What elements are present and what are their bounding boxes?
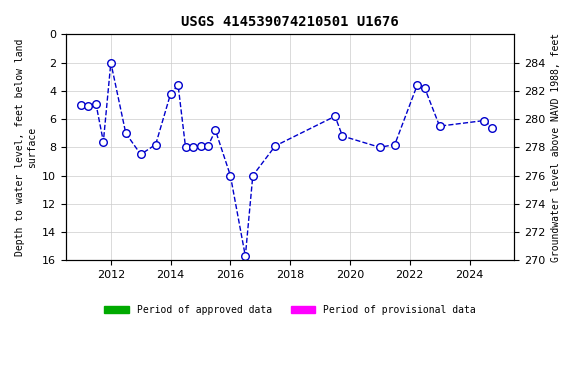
Point — [271, 143, 280, 149]
Point — [196, 143, 205, 149]
Point — [121, 130, 130, 136]
Point — [248, 172, 257, 179]
Legend: Period of approved data, Period of provisional data: Period of approved data, Period of provi… — [101, 301, 480, 319]
Point — [390, 141, 399, 147]
Bar — [69, 267, 299, 273]
Point — [480, 118, 489, 124]
Point — [203, 143, 213, 149]
Y-axis label: Groundwater level above NAVD 1988, feet: Groundwater level above NAVD 1988, feet — [551, 33, 561, 262]
Point — [487, 124, 497, 131]
Point — [188, 144, 198, 151]
Y-axis label: Depth to water level, feet below land
surface: Depth to water level, feet below land su… — [15, 39, 37, 256]
Point — [91, 101, 100, 107]
Point — [338, 133, 347, 139]
Point — [173, 82, 183, 88]
Point — [375, 144, 384, 151]
Point — [106, 60, 115, 66]
Point — [151, 141, 160, 147]
Title: USGS 414539074210501 U1676: USGS 414539074210501 U1676 — [181, 15, 399, 29]
Point — [226, 172, 235, 179]
Point — [136, 151, 145, 157]
Bar — [374, 267, 449, 273]
Point — [166, 91, 175, 97]
Bar — [476, 267, 490, 273]
Point — [412, 82, 422, 88]
Point — [331, 113, 340, 119]
Point — [98, 139, 108, 145]
Point — [181, 144, 190, 151]
Point — [77, 102, 86, 108]
Point — [435, 123, 444, 129]
Bar — [331, 267, 338, 273]
Point — [420, 85, 429, 91]
Point — [211, 127, 220, 134]
Point — [241, 253, 250, 259]
Point — [84, 103, 93, 109]
